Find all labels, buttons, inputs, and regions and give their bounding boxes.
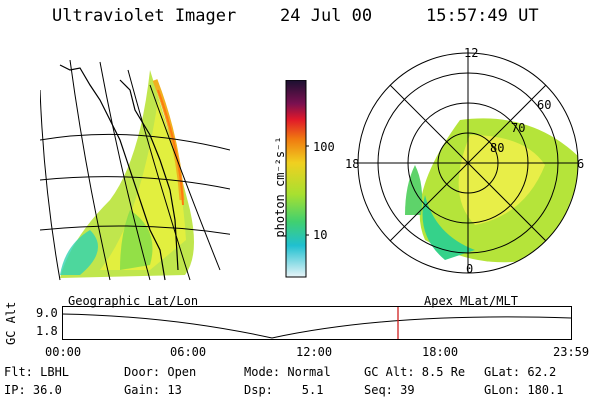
polar-mlat-mlt-plot [357,52,579,274]
status-glat: GLat: 62.2 [484,365,557,379]
altitude-xtick-1: 06:00 [170,345,207,359]
polar-label-70: 70 [511,121,526,135]
observation-time: 15:57:49 UT [426,6,539,26]
colorbar-tick-100: 100 [313,140,335,154]
geographic-map [40,60,230,281]
altitude-xtick-2: 12:00 [296,345,333,359]
altitude-ytick-high: 9.0 [36,306,58,320]
status-mode: Mode: Normal [244,365,331,379]
altitude-xtick-4: 23:59 [553,345,590,359]
polar-label-18: 18 [345,157,360,171]
status-ip: IP: 36.0 [4,383,62,397]
status-seq: Seq: 39 [364,383,415,397]
status-gc-alt: GC Alt: 8.5 Re [364,365,466,379]
status-door: Door: Open [124,365,197,379]
observation-date: 24 Jul 00 [280,6,373,26]
status-glon: GLon: 180.1 [484,383,564,397]
status-dsp: Dsp: 5.1 [244,383,324,397]
polar-label-80: 80 [490,141,505,155]
polar-label-12: 12 [464,46,479,60]
instrument-title: Ultraviolet Imager [52,6,237,26]
altitude-ytick-low: 1.8 [36,324,58,338]
status-gain: Gain: 13 [124,383,182,397]
colorbar-tick-10: 10 [313,228,328,242]
left-panel-caption: Geographic Lat/Lon [68,294,199,308]
right-panel-caption: Apex MLat/MLT [424,294,518,308]
altitude-xtick-3: 18:00 [422,345,459,359]
altitude-xtick-0: 00:00 [45,345,82,359]
altitude-ylabel: GC Alt [4,301,18,345]
polar-label-6: 6 [577,157,585,171]
polar-label-0: 0 [466,262,474,276]
status-flt: Flt: LBHL [4,365,70,379]
altitude-strip-plot [62,306,572,340]
polar-label-60: 60 [537,98,552,112]
intensity-colorbar [285,80,309,278]
colorbar-unit-label: photon cm⁻²s⁻¹ [273,136,287,238]
